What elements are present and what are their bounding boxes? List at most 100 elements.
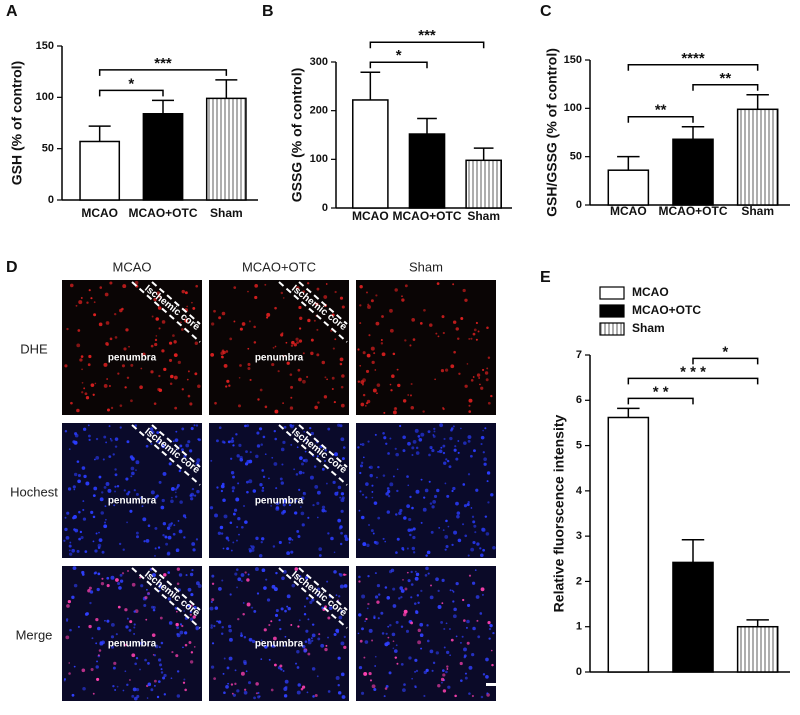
cell-dot [295,662,298,665]
cell-dot [258,695,261,698]
cell-dot [279,627,282,631]
cell-dot [66,604,70,608]
cell-dot [311,623,315,626]
cell-dot [94,549,98,553]
cell-dot [104,292,109,297]
cell-dot [188,641,192,644]
cell-dot [344,573,347,576]
cell-dot [478,377,481,379]
cell-dot [211,642,215,645]
cell-dot [401,298,405,302]
cell-dot [270,620,273,623]
cell-dot [314,405,318,410]
cell-dot [183,610,186,612]
cell-dot [340,363,343,365]
cell-dot [275,487,278,490]
cell-dot [135,469,137,472]
cell-dot [247,362,251,366]
cell-dot [423,694,426,698]
cell-dot [438,526,441,529]
cell-dot [452,614,457,619]
cell-dot [362,542,367,547]
cell-dot [232,475,235,479]
cell-dot [277,370,280,373]
cell-dot [434,378,436,381]
column-label: Sham [409,259,443,274]
cell-dot [234,682,237,686]
cell-dot [251,545,255,550]
cell-dot [371,360,375,364]
cell-dot [63,539,66,542]
cell-dot [383,436,387,440]
cell-dot [481,527,485,532]
cell-dot [153,679,157,683]
cell-dot [442,406,445,409]
cell-dot [160,505,165,510]
cell-dot [490,493,494,497]
cell-dot [465,626,468,629]
cell-dot [288,541,291,544]
cell-dot [415,669,419,673]
cell-dot [147,662,150,665]
cell-dot [92,515,96,519]
cell-dot [367,303,370,306]
cell-dot [367,575,370,578]
cell-dot [464,672,468,675]
cell-dot [223,514,228,519]
cell-dot [423,670,427,675]
cell-dot [384,642,389,647]
cell-dot [209,606,214,611]
cell-dot [73,488,76,491]
cell-dot [334,452,339,457]
cell-dot [289,373,293,376]
cell-dot [311,598,315,602]
cell-dot [446,665,449,668]
cell-dot [407,394,410,396]
cell-dot [310,431,315,436]
cell-dot [110,635,115,639]
cell-dot [409,344,412,347]
cell-dot [229,637,233,642]
cell-dot [261,537,265,541]
cell-dot [387,489,391,494]
cell-dot [427,572,430,575]
cell-dot [213,677,217,681]
cell-dot [280,668,283,671]
cell-dot [237,482,240,485]
cell-dot [246,424,250,428]
cell-dot [373,615,376,618]
significance-label: * [396,47,402,64]
cell-dot [150,442,153,446]
cell-dot [256,444,261,448]
cell-dot [115,633,118,636]
cell-dot [307,640,312,645]
cell-dot [385,492,389,496]
cell-dot [98,649,102,652]
cell-dot [103,524,108,529]
cell-dot [290,385,294,389]
cell-dot [163,693,167,696]
x-tick-label: Sham [467,209,500,223]
cell-dot [273,429,276,433]
cell-dot [402,449,406,453]
cell-dot [298,339,303,343]
cell-dot [491,663,494,667]
cell-dot [455,327,459,331]
cell-dot [365,496,368,499]
cell-dot [414,570,417,573]
cell-dot [176,484,180,487]
cell-dot [462,288,466,293]
cell-dot [316,455,319,458]
cell-dot [76,343,81,348]
micrograph-bg [62,423,202,558]
cell-dot [157,306,162,310]
cell-dot [158,585,162,589]
cell-dot [357,632,360,635]
cell-dot [434,494,438,499]
cell-dot [361,691,365,695]
cell-dot [150,688,154,692]
cell-dot [129,620,133,624]
cell-dot [184,631,188,635]
cell-dot [89,601,92,605]
cell-dot [220,532,224,535]
